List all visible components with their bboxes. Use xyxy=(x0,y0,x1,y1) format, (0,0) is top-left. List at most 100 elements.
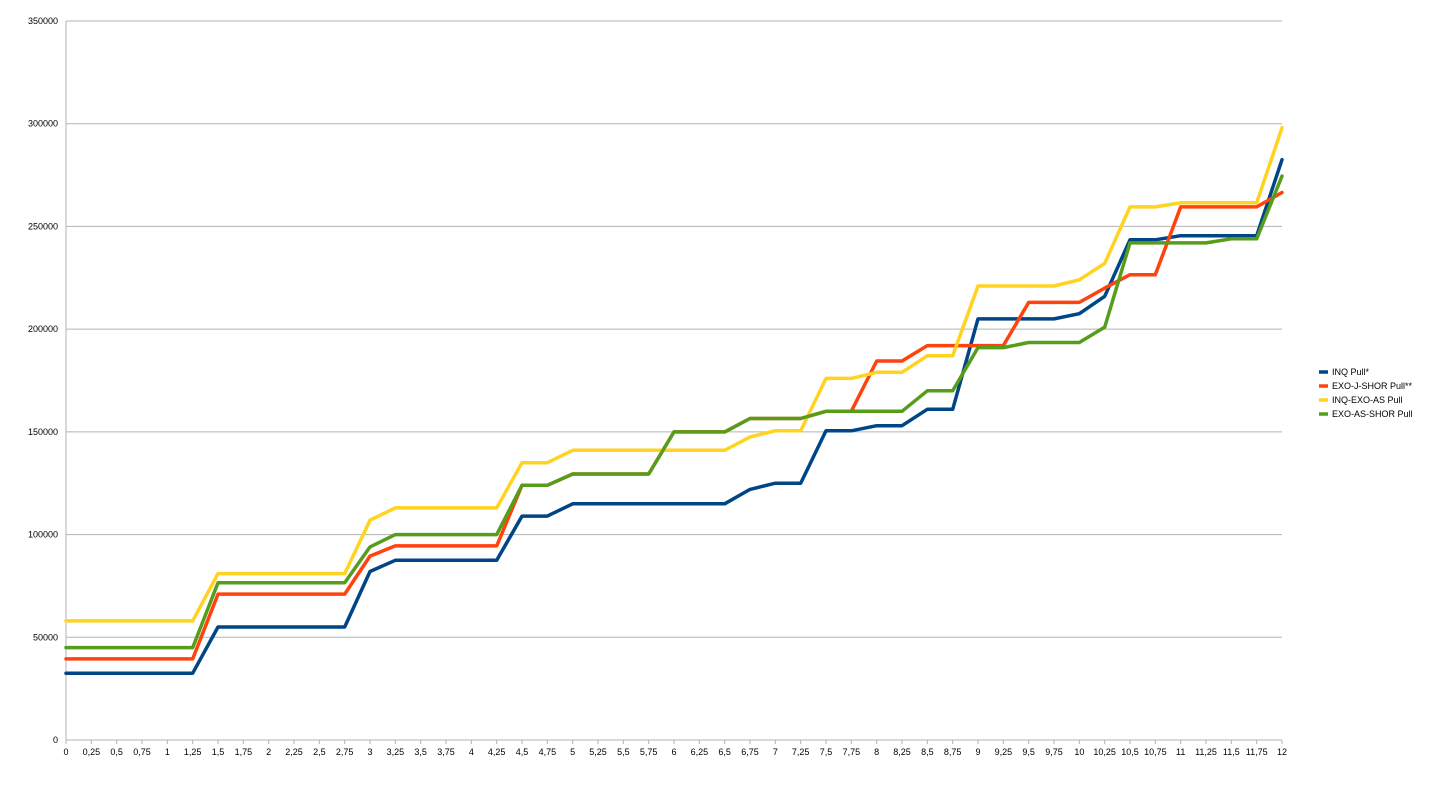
data-point xyxy=(1230,238,1232,240)
data-point xyxy=(926,355,928,357)
x-tick-label: 0,25 xyxy=(83,747,101,757)
legend-label: INQ Pull* xyxy=(1332,367,1370,377)
data-point xyxy=(394,559,396,561)
data-point xyxy=(1179,234,1181,236)
data-point xyxy=(1129,242,1131,244)
data-point xyxy=(267,572,269,574)
x-tick-label: 4 xyxy=(469,747,474,757)
data-point xyxy=(1281,175,1283,177)
x-tick-label: 2 xyxy=(266,747,271,757)
x-tick-label: 0,75 xyxy=(133,747,151,757)
data-point xyxy=(394,507,396,509)
data-point xyxy=(445,507,447,509)
data-point xyxy=(90,620,92,622)
data-point xyxy=(495,507,497,509)
data-point xyxy=(977,318,979,320)
data-point xyxy=(673,449,675,451)
data-point xyxy=(521,515,523,517)
data-point xyxy=(1129,274,1131,276)
x-tick-label: 7,25 xyxy=(792,747,810,757)
data-point xyxy=(318,572,320,574)
data-point xyxy=(571,449,573,451)
y-tick-labels: 0 50000 100000 150000 200000 250000 300000 3500… xyxy=(28,16,58,745)
data-point xyxy=(343,626,345,628)
x-tick-label: 10 xyxy=(1074,747,1084,757)
data-point xyxy=(597,449,599,451)
data-point xyxy=(242,626,244,628)
data-point xyxy=(951,390,953,392)
data-point xyxy=(191,658,193,660)
data-point xyxy=(394,533,396,535)
data-point xyxy=(1129,206,1131,208)
x-tick-label: 11 xyxy=(1176,747,1185,757)
data-point xyxy=(673,503,675,505)
data-point xyxy=(166,646,168,648)
data-point xyxy=(1053,285,1055,287)
data-point xyxy=(267,593,269,595)
x-tick-label: 9,25 xyxy=(995,747,1013,757)
data-point xyxy=(419,545,421,547)
data-point xyxy=(267,626,269,628)
data-point xyxy=(774,430,776,432)
data-point xyxy=(622,449,624,451)
data-point xyxy=(1205,202,1207,204)
data-point xyxy=(369,555,371,557)
data-point xyxy=(1205,206,1207,208)
data-point xyxy=(1255,202,1257,204)
x-tick-label: 4,25 xyxy=(488,747,506,757)
data-point xyxy=(1103,326,1105,328)
data-point xyxy=(825,430,827,432)
data-point xyxy=(1255,206,1257,208)
x-tick-label: 0 xyxy=(63,747,68,757)
data-point xyxy=(470,545,472,547)
data-point xyxy=(217,593,219,595)
x-tick-label: 8,25 xyxy=(893,747,911,757)
legend-label: EXO-J-SHOR Pull** xyxy=(1332,381,1413,391)
data-point xyxy=(597,503,599,505)
data-point xyxy=(647,473,649,475)
data-point xyxy=(191,672,193,674)
data-point xyxy=(470,507,472,509)
data-point xyxy=(825,377,827,379)
series-group xyxy=(64,190,1284,661)
data-point xyxy=(115,620,117,622)
data-point xyxy=(799,430,801,432)
data-point xyxy=(799,482,801,484)
data-point xyxy=(977,285,979,287)
data-point xyxy=(90,672,92,674)
data-point xyxy=(1002,318,1004,320)
data-point xyxy=(1027,341,1029,343)
data-point xyxy=(698,449,700,451)
data-point xyxy=(1103,287,1105,289)
data-point xyxy=(622,473,624,475)
data-point xyxy=(1281,191,1283,193)
data-point xyxy=(926,344,928,346)
data-point xyxy=(343,572,345,574)
data-point xyxy=(546,484,548,486)
x-tick-label: 6,75 xyxy=(741,747,759,757)
x-tick-label: 6,5 xyxy=(718,747,731,757)
data-point xyxy=(293,572,295,574)
data-point xyxy=(141,620,143,622)
data-point xyxy=(799,417,801,419)
x-tick-label: 6 xyxy=(671,747,676,757)
x-tick-label: 9 xyxy=(975,747,980,757)
data-point xyxy=(217,626,219,628)
x-tick-label: 3,5 xyxy=(414,747,427,757)
x-tick-labels: 0 0,25 0,5 0,75 1 1,25 1,5 1,75 2 2,25 2,5 2,75 3 3,2… xyxy=(63,747,1287,757)
y-tick-label: 0 xyxy=(53,735,58,745)
data-point xyxy=(1027,301,1029,303)
data-point xyxy=(1027,318,1029,320)
data-point xyxy=(647,503,649,505)
data-point xyxy=(166,658,168,660)
data-point xyxy=(597,473,599,475)
data-point xyxy=(1255,238,1257,240)
data-point xyxy=(875,410,877,412)
data-point xyxy=(1053,318,1055,320)
data-point xyxy=(141,658,143,660)
data-point xyxy=(293,626,295,628)
data-point xyxy=(217,582,219,584)
data-point xyxy=(1205,234,1207,236)
data-point xyxy=(850,430,852,432)
axes xyxy=(65,21,1283,744)
